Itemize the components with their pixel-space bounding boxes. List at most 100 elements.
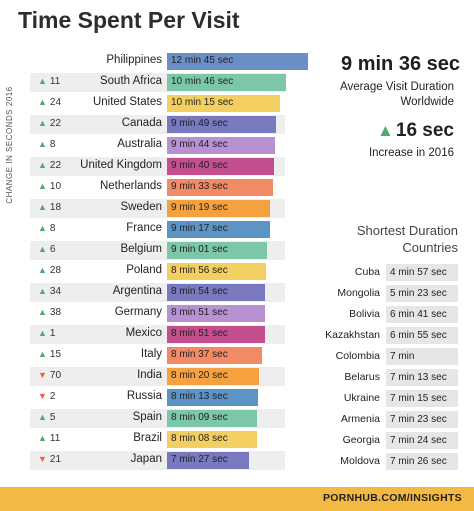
bar-value-label: 9 min 19 sec — [171, 202, 228, 213]
up-arrow-icon: ▲ — [38, 181, 47, 191]
chart-title: Time Spent Per Visit — [18, 7, 240, 33]
bar — [167, 305, 265, 322]
change-value: ▲ 22 — [38, 118, 61, 129]
change-number: 28 — [49, 265, 62, 276]
country-label: Brazil — [133, 432, 162, 444]
bar-value-label: 8 min 51 sec — [171, 328, 228, 339]
bar — [167, 116, 276, 133]
shortest-country: Kazakhstan — [325, 329, 380, 341]
change-number: 2 — [49, 391, 56, 402]
bar — [167, 368, 260, 385]
increase-label: Increase in 2016 — [368, 147, 454, 159]
bar-row: ▲ 10 Netherlands 9 min 33 sec — [30, 178, 285, 197]
change-number: 8 — [49, 139, 56, 150]
bar-row: ▲ 6 Belgium 9 min 01 sec — [30, 241, 285, 260]
shortest-row: Belarus 7 min 13 sec — [300, 368, 458, 387]
up-arrow-icon: ▲ — [38, 139, 47, 149]
country-label: Belgium — [120, 243, 162, 255]
shortest-value: 7 min — [386, 348, 458, 365]
bar-value-label: 9 min 44 sec — [171, 139, 228, 150]
shortest-title-line1: Shortest Duration — [356, 223, 458, 238]
change-value: ▲ 38 — [38, 307, 61, 318]
up-arrow-icon: ▲ — [38, 160, 47, 170]
shortest-row: Mongolia 5 min 23 sec — [300, 284, 458, 303]
up-arrow-icon: ▲ — [38, 433, 47, 443]
bar-row: ▼ 2 Russia 8 min 13 sec — [30, 388, 285, 407]
bar — [167, 95, 281, 112]
shortest-country: Mongolia — [337, 287, 380, 299]
bar-row: ▲ 18 Sweden 9 min 19 sec — [30, 199, 285, 218]
average-duration-value: 9 min 36 sec — [341, 53, 460, 75]
change-axis-label: CHANGE IN SECONDS 2016 — [5, 86, 14, 204]
country-label: Russia — [126, 390, 162, 402]
change-value: ▼ 70 — [38, 370, 61, 381]
bar-row: Philippines 12 min 45 sec — [30, 52, 308, 71]
change-value: ▲ 28 — [38, 265, 61, 276]
shortest-value: 4 min 57 sec — [386, 264, 458, 281]
bar-value-label: 8 min 09 sec — [171, 412, 228, 423]
change-number: 8 — [49, 223, 56, 234]
change-value: ▲ 11 — [38, 433, 60, 444]
shortest-country: Armenia — [340, 413, 380, 425]
down-arrow-icon: ▼ — [38, 454, 47, 464]
up-arrow-icon: ▲ — [38, 76, 47, 86]
change-number: 38 — [49, 307, 62, 318]
bar-value-label: 9 min 40 sec — [171, 160, 228, 171]
shortest-row: Bolivia 6 min 41 sec — [300, 305, 458, 324]
up-arrow-icon: ▲ — [38, 118, 47, 128]
country-label: Philippines — [106, 54, 162, 66]
shortest-country: Colombia — [335, 350, 380, 362]
shortest-country: Belarus — [344, 371, 380, 383]
bar-row: ▲ 22 United Kingdom 9 min 40 sec — [30, 157, 285, 176]
increase-stat: ▲ 16 sec — [300, 120, 454, 142]
bar-row: ▼ 70 India 8 min 20 sec — [30, 367, 285, 386]
bar-value-label: 8 min 51 sec — [171, 307, 228, 318]
change-number: 21 — [49, 454, 62, 465]
bar-value-label: 10 min 15 sec — [171, 97, 234, 108]
bar-value-label: 9 min 33 sec — [171, 181, 228, 192]
up-arrow-icon: ▲ — [38, 265, 47, 275]
bar — [167, 326, 265, 343]
country-label: United Kingdom — [80, 159, 162, 171]
bar-row: ▲ 8 France 9 min 17 sec — [30, 220, 285, 239]
change-number: 18 — [49, 202, 62, 213]
average-duration-label-line2: Worldwide — [400, 96, 454, 108]
bar-value-label: 8 min 08 sec — [171, 433, 228, 444]
source-link[interactable]: PORNHUB.COM/INSIGHTS — [322, 492, 462, 504]
shortest-value: 5 min 23 sec — [386, 285, 458, 302]
change-number: 70 — [49, 370, 62, 381]
up-arrow-icon: ▲ — [38, 328, 47, 338]
bar — [167, 242, 267, 259]
bar — [167, 263, 266, 280]
bar-value-label: 8 min 20 sec — [171, 370, 228, 381]
bar-value-label: 9 min 49 sec — [171, 118, 228, 129]
country-label: Netherlands — [99, 180, 162, 192]
change-number: 34 — [49, 286, 62, 297]
change-value: ▲ 8 — [38, 139, 55, 150]
bar-value-label: 8 min 13 sec — [171, 391, 228, 402]
bar — [167, 221, 270, 238]
change-value: ▲ 6 — [38, 244, 55, 255]
bar-row: ▲ 11 South Africa 10 min 46 sec — [30, 73, 287, 92]
change-number: 1 — [49, 328, 56, 339]
up-arrow-icon: ▲ — [38, 202, 47, 212]
change-number: 11 — [49, 76, 61, 87]
bar-row: ▲ 22 Canada 9 min 49 sec — [30, 115, 285, 134]
bar — [167, 158, 274, 175]
country-label: Australia — [117, 138, 162, 150]
change-number: 15 — [49, 349, 62, 360]
up-arrow-icon: ▲ — [38, 223, 47, 233]
change-number: 24 — [49, 97, 62, 108]
bar-row: ▲ 28 Poland 8 min 56 sec — [30, 262, 285, 281]
bar-value-label: 10 min 46 sec — [171, 76, 234, 87]
shortest-row: Georgia 7 min 24 sec — [300, 431, 458, 450]
shortest-value: 6 min 41 sec — [386, 306, 458, 323]
change-value: ▲ 8 — [38, 223, 55, 234]
shortest-row: Colombia 7 min — [300, 347, 458, 366]
bar-row: ▲ 15 Italy 8 min 37 sec — [30, 346, 285, 365]
bar-row: ▲ 38 Germany 8 min 51 sec — [30, 304, 285, 323]
shortest-value: 7 min 26 sec — [386, 453, 458, 470]
bar-row: ▲ 34 Argentina 8 min 54 sec — [30, 283, 285, 302]
change-value: ▲ 5 — [38, 412, 55, 423]
shortest-country: Ukraine — [343, 392, 380, 404]
